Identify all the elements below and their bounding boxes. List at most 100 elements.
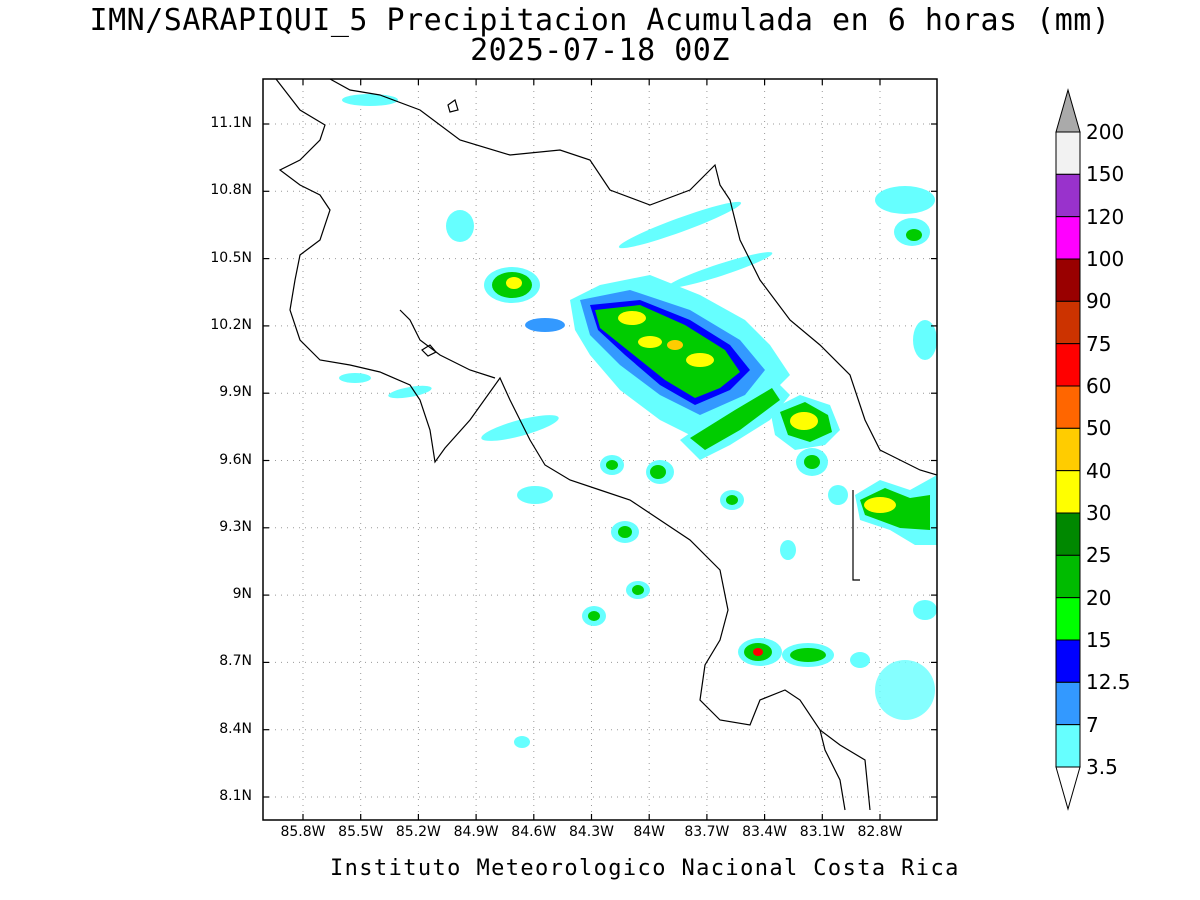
colorbar-label: 200 [1086, 120, 1125, 144]
colorbar-under-triangle [1055, 766, 1081, 811]
precip-area [828, 485, 848, 505]
precip-area [632, 585, 644, 595]
precip-area [875, 186, 935, 214]
precip-area [618, 311, 646, 325]
precip-area [804, 455, 820, 469]
precip-area [514, 736, 530, 748]
colorbar-label: 15 [1086, 628, 1112, 652]
colorbar-label: 150 [1086, 162, 1125, 187]
precip-area [481, 415, 559, 441]
lon-tick-label: 85.5W [338, 824, 384, 840]
precip-area [726, 495, 738, 505]
lat-tick-label: 9.9N [219, 384, 252, 401]
precip-area [906, 229, 922, 241]
precip-area [446, 210, 474, 242]
axis-ticks [263, 79, 937, 820]
precip-area [606, 460, 618, 470]
precip-area [650, 465, 666, 479]
precip-area [780, 540, 796, 560]
precipitation-field [339, 94, 937, 748]
colorbar-label: 90 [1086, 289, 1112, 314]
lon-tick-label: 84.9W [453, 824, 499, 840]
lon-tick-label: 83.7W [684, 824, 730, 840]
precip-area [864, 497, 896, 513]
colorbar-label: 75 [1086, 331, 1112, 356]
precip-area [753, 648, 763, 656]
precip-area [667, 252, 773, 288]
precip-area [595, 305, 740, 398]
colorbar-swatch [1055, 131, 1081, 175]
lat-tick-label: 11.1N [210, 115, 252, 131]
lat-tick-label: 9.3N [219, 518, 252, 535]
colorbar-over-triangle [1055, 88, 1081, 133]
coastlines [275, 79, 937, 811]
precip-area [618, 201, 742, 249]
precip-area [875, 660, 935, 720]
colorbar-swatch [1055, 385, 1081, 429]
precip-area [790, 412, 818, 430]
colorbar-label: 20 [1086, 585, 1112, 610]
lon-tick-label: 82.8W [857, 824, 903, 840]
colorbar-label: 3.5 [1086, 755, 1118, 779]
lat-tick-label: 9N [232, 586, 252, 603]
lat-tick-label: 10.8N [210, 182, 252, 199]
precip-area [339, 373, 371, 383]
lon-tick-label: 83.4W [742, 824, 788, 840]
precip-area [667, 340, 683, 350]
map-date: 2025-07-18 00Z [470, 33, 730, 68]
colorbar-swatch [1055, 258, 1081, 302]
colorbar-label: 100 [1086, 247, 1125, 271]
precip-area [850, 652, 870, 668]
plot-area [263, 79, 937, 820]
colorbar-label: 30 [1086, 501, 1112, 525]
lon-tick-label: 84.6W [511, 824, 557, 840]
colorbar-label: 12.5 [1086, 670, 1131, 695]
plot-frame [262, 78, 938, 821]
colorbar-swatch [1055, 173, 1081, 218]
colorbar-swatch [1055, 470, 1081, 514]
colorbar-label: 25 [1086, 543, 1112, 568]
lon-tick-label: 84.3W [568, 824, 614, 840]
lat-tick-label: 9.6N [219, 451, 252, 468]
precip-area [686, 353, 714, 367]
precip-area [517, 486, 553, 504]
colorbar-label: 40 [1086, 458, 1112, 483]
precip-area [913, 320, 937, 360]
precip-area [913, 600, 937, 620]
colorbar-label: 60 [1086, 374, 1112, 398]
lat-tick-label: 10.5N [210, 249, 252, 266]
lat-tick-label: 8.7N [219, 653, 252, 670]
colorbar [1055, 88, 1081, 811]
lat-tick-label: 10.2N [210, 316, 252, 333]
colorbar-swatch [1055, 639, 1081, 683]
colorbar-label: 50 [1086, 416, 1112, 441]
precip-area [690, 388, 780, 450]
lat-tick-label: 8.4N [219, 720, 252, 737]
colorbar-swatch [1055, 427, 1081, 472]
colorbar-swatch [1055, 216, 1081, 260]
map-title: IMN/SARAPIQUI_5 Precipitacion Acumulada … [89, 3, 1111, 38]
lat-tick-label: 8.1N [219, 788, 252, 804]
colorbar-swatch [1055, 300, 1081, 345]
lon-tick-label: 85.2W [395, 824, 441, 840]
lon-tick-label: 84W [633, 824, 666, 840]
precip-area [388, 385, 432, 399]
precip-area [342, 94, 398, 106]
precip-area [790, 648, 826, 662]
colorbar-swatch [1055, 681, 1081, 726]
colorbar-label: 7 [1086, 712, 1099, 737]
lon-tick-label: 85.8W [280, 824, 326, 840]
precip-area [506, 277, 522, 289]
precip-area [618, 526, 632, 538]
gridlines [263, 79, 937, 820]
precip-area [638, 336, 662, 348]
footer-credit: Instituto Meteorologico Nacional Costa R… [330, 856, 960, 881]
precip-area [525, 318, 565, 332]
colorbar-swatch [1055, 512, 1081, 556]
colorbar-swatch [1055, 554, 1081, 599]
colorbar-swatch [1055, 343, 1081, 387]
colorbar-label: 120 [1086, 204, 1125, 229]
colorbar-swatch [1055, 724, 1081, 768]
colorbar-swatch [1055, 597, 1081, 641]
